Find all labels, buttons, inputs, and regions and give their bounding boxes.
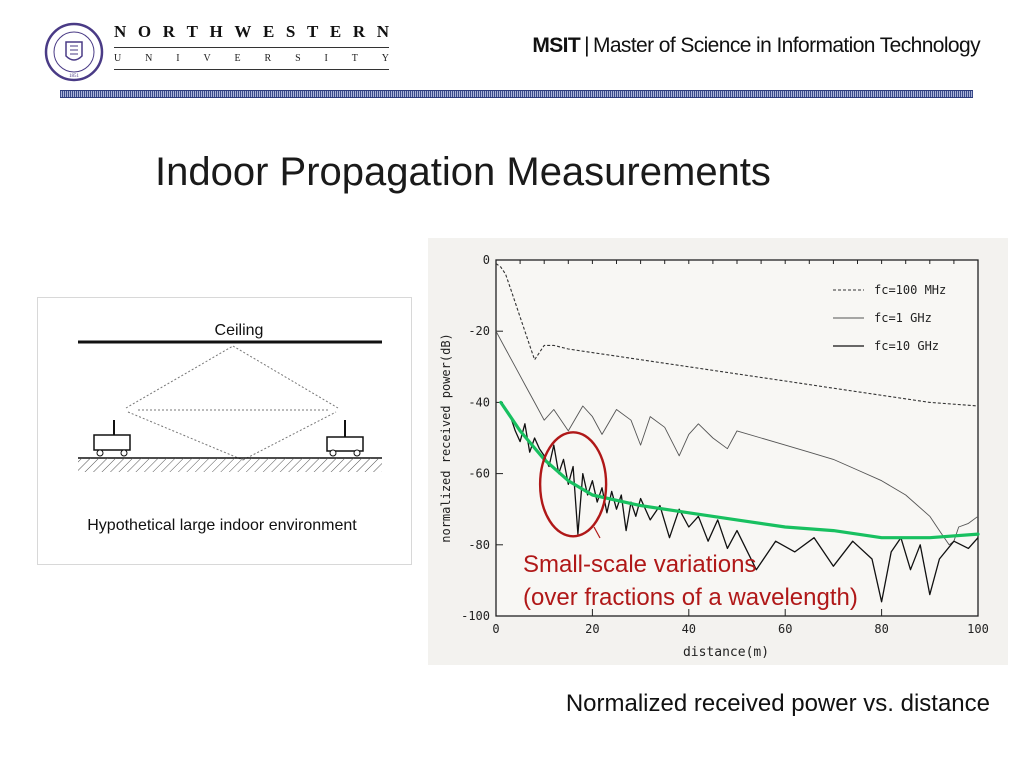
annotation-line-1: Small-scale variations [523, 551, 757, 578]
x-tick-label: 80 [874, 622, 888, 636]
transmitter-cart [93, 420, 131, 457]
subwordmark-letter: N [145, 53, 153, 64]
series-line [495, 330, 979, 546]
wordmark-letter: O [137, 22, 152, 41]
wordmark-letter: S [285, 22, 296, 41]
wordmark-letter: T [186, 22, 198, 41]
ceiling-label: Ceiling [215, 322, 264, 339]
x-tick-label: 20 [585, 622, 599, 636]
series-line [509, 416, 979, 603]
subwordmark-letter: S [295, 53, 301, 64]
y-tick-label: -20 [468, 324, 490, 338]
subwordmark-letter: U [114, 53, 122, 64]
wordmark-letter: E [262, 22, 275, 41]
signal-paths [125, 345, 339, 461]
wordmark-letter: N [114, 22, 127, 41]
wordmark-letter: E [329, 22, 342, 41]
wordmark-letter: H [209, 22, 223, 41]
subwordmark-letter: E [234, 53, 241, 64]
y-tick-label: 0 [483, 253, 490, 267]
wordmark-rule-top [114, 47, 389, 48]
subwordmark-letter: V [203, 53, 211, 64]
subwordmark-letter: Y [381, 53, 389, 64]
annotation-circle [538, 431, 608, 538]
subwordmark-letter: R [264, 53, 272, 64]
indoor-environment-diagram: Ceiling Hypothetical large indoor enviro… [37, 297, 412, 565]
plot-frame [495, 259, 979, 617]
legend-label: fc=10 GHz [874, 339, 939, 353]
program-abbr: MSIT [532, 34, 581, 57]
svg-text:1851: 1851 [69, 74, 80, 79]
y-tick-label: -60 [468, 467, 490, 481]
x-tick-label: 40 [682, 622, 696, 636]
wordmark-rule-bottom [114, 69, 389, 70]
x-tick-label: 100 [967, 622, 989, 636]
university-seal-icon: 1851 [44, 22, 104, 82]
floor-hatch [78, 458, 382, 472]
subwordmark-letter: T [351, 53, 358, 64]
y-axis-label: normalized received power(dB) [439, 333, 453, 543]
annotation-pointer [593, 526, 601, 539]
subwordmark-letter: I [324, 53, 328, 64]
y-tick-label: -40 [468, 395, 490, 409]
diagram-caption: Hypothetical large indoor environment [87, 517, 357, 534]
x-tick-label: 60 [778, 622, 792, 636]
slide-title: Indoor Propagation Measurements [155, 150, 771, 194]
legend-label: fc=100 MHz [874, 283, 946, 297]
chart-caption: Normalized received power vs. distance [565, 690, 990, 717]
annotation-text: Small-scale variations (over fractions o… [523, 548, 963, 614]
receiver-cart [326, 420, 364, 457]
x-axis-label: distance(m) [683, 645, 769, 660]
program-header: MSIT | Master of Science in Information Te… [430, 34, 980, 58]
legend-label: fc=1 GHz [874, 311, 932, 325]
power-vs-distance-chart: 0 20 40 60 80 100 0 -20 -40 -60 -80 -100 fc=100 MHz… [428, 238, 1008, 665]
x-tick-label: 0 [492, 622, 499, 636]
wordmark-letter: W [234, 22, 252, 41]
diagram-drawing: Ceiling Hypothetical large indoor enviro… [78, 322, 382, 534]
wordmark-letter: N [376, 22, 389, 41]
y-tick-label: -80 [468, 538, 490, 552]
annotation-line-2: (over fractions of a wavelength) [523, 584, 858, 611]
header-band [60, 90, 973, 98]
wordmark-letter: T [306, 22, 319, 41]
y-tick-label: -100 [461, 609, 490, 623]
wordmark-letter: R [162, 22, 175, 41]
subwordmark-letter: I [176, 53, 180, 64]
series-line [495, 263, 979, 407]
wordmark-letter: R [352, 22, 366, 41]
program-name: Master of Science in Information Technol… [592, 34, 981, 57]
program-separator: | [584, 34, 589, 57]
